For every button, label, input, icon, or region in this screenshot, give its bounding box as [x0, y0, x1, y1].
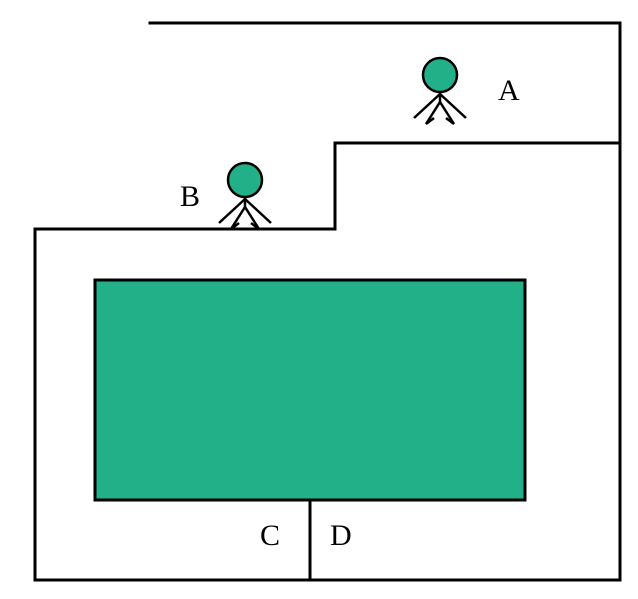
pool-rectangle	[95, 280, 525, 500]
label-d: D	[330, 519, 352, 552]
diagram-canvas: A B C D	[0, 0, 638, 599]
label-c: C	[260, 519, 280, 552]
label-a: A	[498, 74, 520, 107]
label-b: B	[180, 180, 200, 213]
